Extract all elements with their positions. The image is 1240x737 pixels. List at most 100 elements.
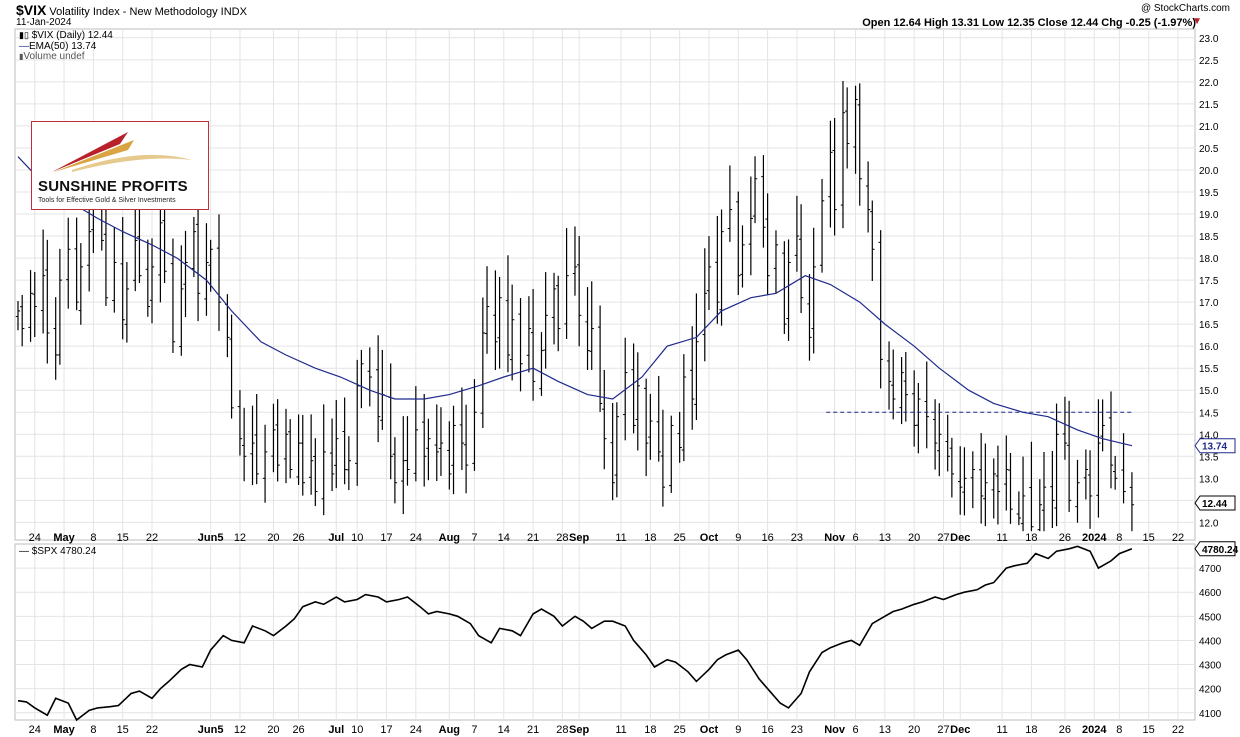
vix-ohlc-bar — [1050, 450, 1055, 529]
x-tick-label: Dec — [950, 724, 970, 736]
vix-ohlc-bar — [195, 193, 201, 322]
vix-ohlc-bar — [702, 248, 707, 362]
vix-ohlc-bar — [480, 297, 486, 429]
vix-ohlc-bar — [526, 296, 532, 373]
logo-tagline: Tools for Effective Gold & Silver Invest… — [38, 197, 176, 204]
vix-ohlc-bar — [983, 443, 988, 527]
vix-ohlc-bar — [786, 239, 791, 341]
vix-ohlc-bar — [313, 438, 318, 507]
vix-ohlc-bar — [296, 414, 301, 485]
vix-ohlc-bar — [57, 248, 63, 365]
vix-ohlc-bar — [782, 241, 787, 334]
vix-ohlc-bar — [170, 238, 176, 354]
vix-ohlc-bar — [819, 179, 825, 273]
vix-ohlc-bar — [472, 379, 477, 471]
x-tick-label: 2024 — [1082, 724, 1107, 736]
vix-y-axis: 12.012.513.013.514.014.515.015.516.016.5… — [1199, 34, 1219, 530]
vix-ohlc-bar — [1083, 449, 1089, 500]
vix-ohlc-bar — [564, 228, 569, 339]
x-tick-label: 22 — [146, 724, 158, 736]
x-tick-label: Oct — [700, 724, 719, 736]
spx-y-tick-label: 4600 — [1199, 588, 1222, 599]
x-tick-label: Nov — [824, 724, 846, 736]
vix-ohlc-bar — [179, 245, 184, 356]
vix-ohlc-bar — [589, 281, 594, 370]
vix-ohlc-bar — [426, 418, 431, 481]
x-tick-label: 20 — [908, 724, 920, 736]
x-tick-label: 10 — [351, 724, 363, 736]
x-tick-label: 25 — [674, 532, 686, 544]
vix-y-tick-label: 18.5 — [1199, 232, 1219, 243]
vix-ohlc-bar — [719, 209, 724, 326]
vix-ohlc-bar — [585, 287, 590, 371]
vix-ohlc-bar — [493, 270, 498, 370]
spx-y-tick-label: 4200 — [1199, 685, 1222, 696]
spx-y-tick-label: 4300 — [1199, 661, 1222, 672]
vix-ohlc-bar — [434, 404, 439, 481]
vix-y-tick-label: 17.0 — [1199, 298, 1219, 309]
vix-ohlc-bar — [798, 204, 804, 314]
vix-ohlc-bars — [15, 81, 1135, 532]
vix-y-tick-label: 12.0 — [1199, 518, 1219, 529]
vix-ohlc-bar — [74, 217, 79, 311]
spx-y-tick-label: 4400 — [1199, 636, 1222, 647]
x-tick-label: 7 — [471, 532, 477, 544]
vix-ohlc-bar — [551, 272, 557, 345]
vix-ohlc-bar — [509, 284, 515, 381]
vix-ohlc-bar — [53, 297, 58, 380]
x-tick-label: 22 — [1172, 724, 1184, 736]
vix-ohlc-bar — [949, 437, 955, 498]
vix-ohlc-bar — [308, 414, 314, 495]
x-tick-label: 26 — [1059, 724, 1071, 736]
x-tick-label: 12 — [234, 724, 246, 736]
spx-gridlines — [15, 544, 1195, 720]
vix-ohlc-bar — [991, 458, 996, 519]
vix-ohlc-bar — [602, 369, 607, 470]
vix-ohlc-bar — [329, 418, 335, 492]
vix-legend: ▮▯ $VIX (Daily) 12.44 — [19, 30, 113, 41]
vix-ohlc-bar — [40, 229, 46, 334]
x-tick-label: 24 — [410, 724, 422, 736]
vix-ohlc-bar — [342, 397, 347, 485]
vix-ohlc-bar — [631, 343, 636, 434]
vix-ohlc-bar — [865, 161, 871, 233]
volume-legend-label: Volume undef — [23, 51, 85, 62]
x-tick-label: 18 — [1025, 724, 1037, 736]
vix-ohlc-bar — [832, 117, 837, 236]
vix-ohlc-bar — [681, 354, 687, 462]
vix-ohlc-bar — [133, 194, 138, 292]
vix-ohlc-bar — [1054, 403, 1059, 527]
vix-ohlc-bar — [518, 298, 523, 392]
x-tick-label: 13 — [879, 532, 891, 544]
svg-text:13.74: 13.74 — [1202, 442, 1227, 453]
vix-ohlc-bar — [610, 403, 615, 501]
vix-ohlc-bar — [773, 230, 779, 294]
x-tick-label: Dec — [950, 532, 970, 544]
x-tick-label: 21 — [527, 724, 539, 736]
x-tick-label: 14 — [498, 532, 510, 544]
x-tick-label: 16 — [761, 532, 773, 544]
x-tick-label: 8 — [90, 724, 96, 736]
vix-y-tick-label: 22.0 — [1199, 78, 1219, 89]
last-value-label: 4780.24 — [1194, 541, 1239, 557]
vix-ohlc-bar — [840, 81, 846, 229]
vix-ohlc-bar — [1100, 399, 1105, 452]
x-tick-label: 26 — [292, 724, 304, 736]
x-tick-label: 22 — [1172, 532, 1184, 544]
vix-ohlc-bar — [576, 235, 582, 347]
x-tick-label: 23 — [791, 724, 803, 736]
bar-icon: ▮▯ — [19, 30, 29, 40]
x-tick-label: 24 — [410, 532, 422, 544]
vix-ohlc-bar — [635, 352, 640, 451]
ema-legend: —EMA(50) 13.74 — [19, 41, 96, 52]
vix-ohlc-bar — [1129, 472, 1135, 532]
vix-y-tick-label: 15.0 — [1199, 386, 1219, 397]
vix-ohlc-bar — [690, 326, 695, 430]
vix-ohlc-bar — [597, 305, 603, 412]
x-tick-label: Jun5 — [198, 724, 224, 736]
vix-y-tick-label: 16.0 — [1199, 342, 1219, 353]
x-tick-label: 14 — [498, 724, 510, 736]
vix-ohlc-bar — [811, 227, 816, 354]
vix-ohlc-bar — [543, 272, 548, 369]
